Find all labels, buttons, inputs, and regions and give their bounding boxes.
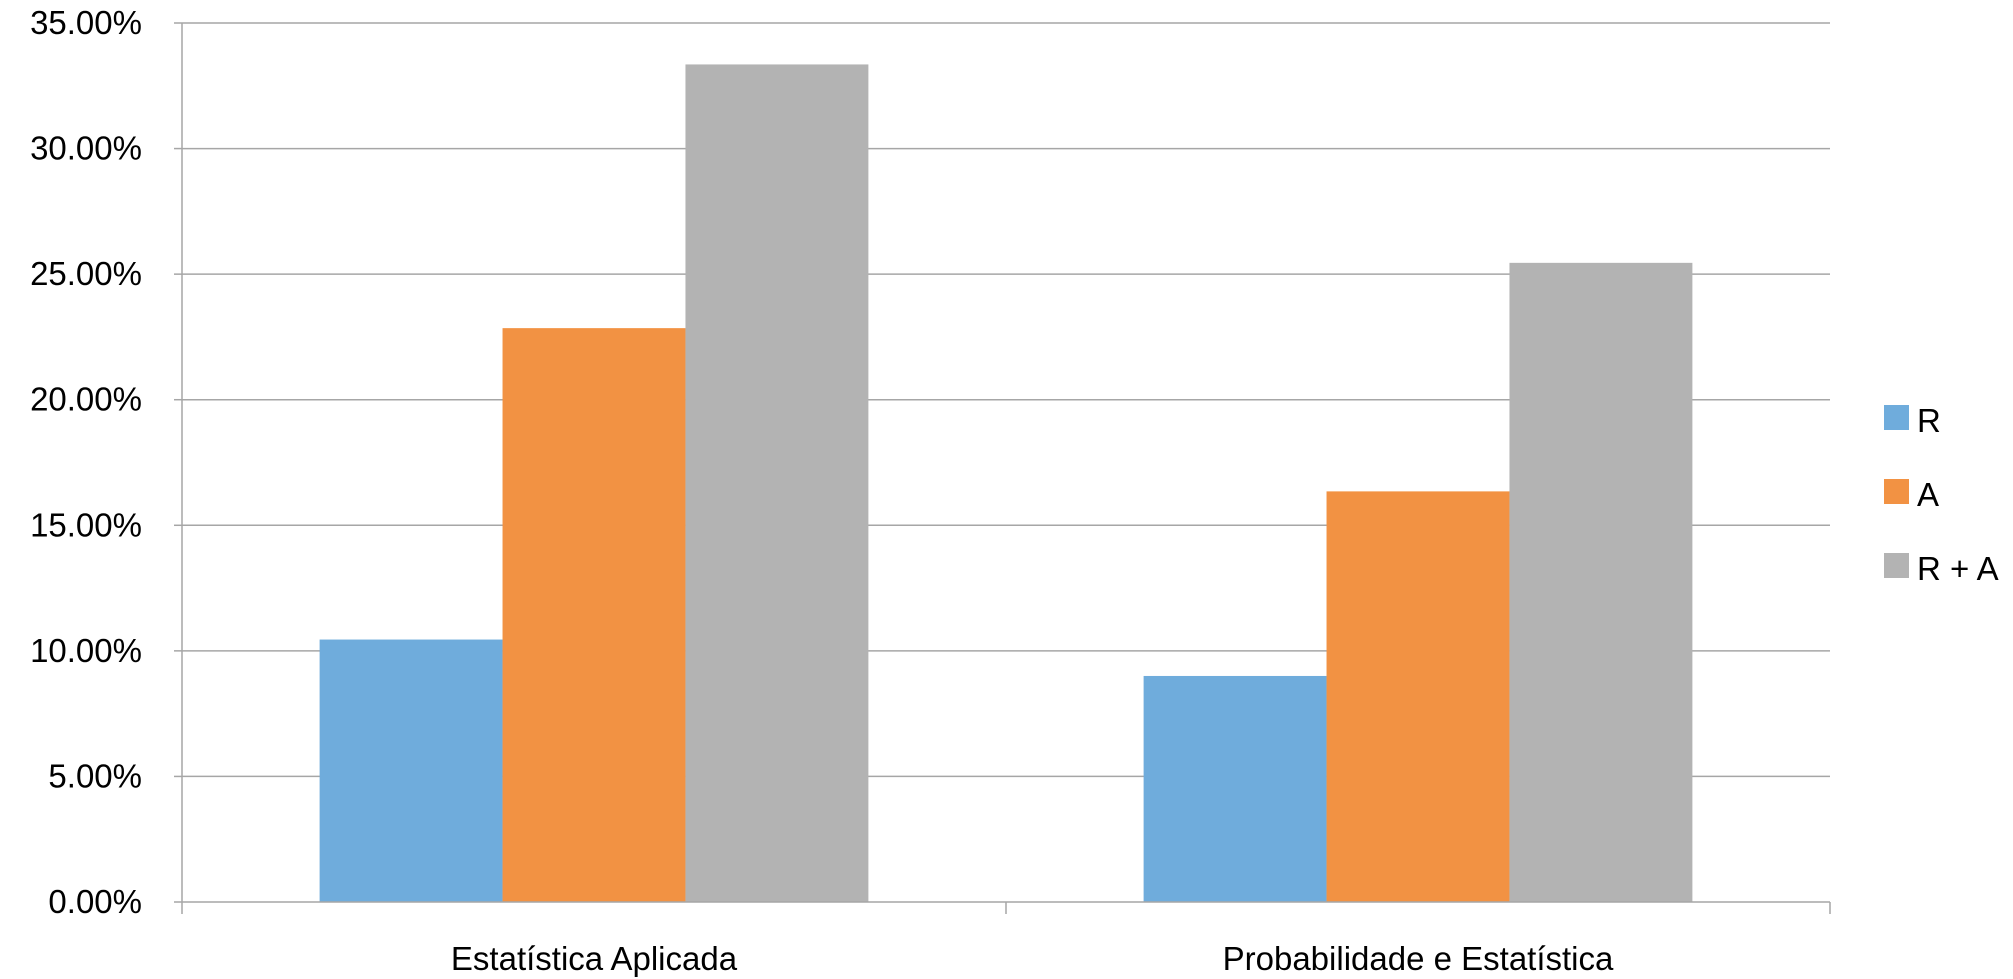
y-tick-label: 35.00% <box>30 4 142 41</box>
y-tick-label: 5.00% <box>48 757 142 794</box>
bar-r-a <box>685 64 869 902</box>
y-tick-label: 0.00% <box>48 883 142 920</box>
legend-label: R <box>1917 402 1941 439</box>
bar-r-a <box>1509 262 1693 902</box>
y-tick-label: 25.00% <box>30 255 142 292</box>
legend-swatch <box>1884 553 1909 578</box>
axes <box>174 22 1831 914</box>
legend-swatch <box>1884 479 1909 504</box>
x-axis-categories: Estatística Aplicada Probabilidade e Esta… <box>451 940 1614 977</box>
bar-a <box>502 328 686 903</box>
y-tick-label: 10.00% <box>30 632 142 669</box>
bars <box>319 64 1693 903</box>
x-category-label: Probabilidade e Estatística <box>1223 940 1614 977</box>
y-tick-label: 20.00% <box>30 381 142 418</box>
legend-swatch <box>1884 405 1909 430</box>
legend: RA R + A <box>1884 402 1999 587</box>
legend-label: R + A <box>1917 550 1999 587</box>
y-tick-label: 30.00% <box>30 130 142 167</box>
bar-r <box>1143 675 1327 902</box>
y-axis-ticks: 0.00% 5.00% 10.00% 15.00% 20.00% 25.00% 30.00%… <box>30 4 142 920</box>
bar-r <box>319 639 503 902</box>
y-tick-label: 15.00% <box>30 506 142 543</box>
legend-label: A <box>1917 476 1939 513</box>
bar-a <box>1326 491 1510 902</box>
x-category-label: Estatística Aplicada <box>451 940 738 977</box>
